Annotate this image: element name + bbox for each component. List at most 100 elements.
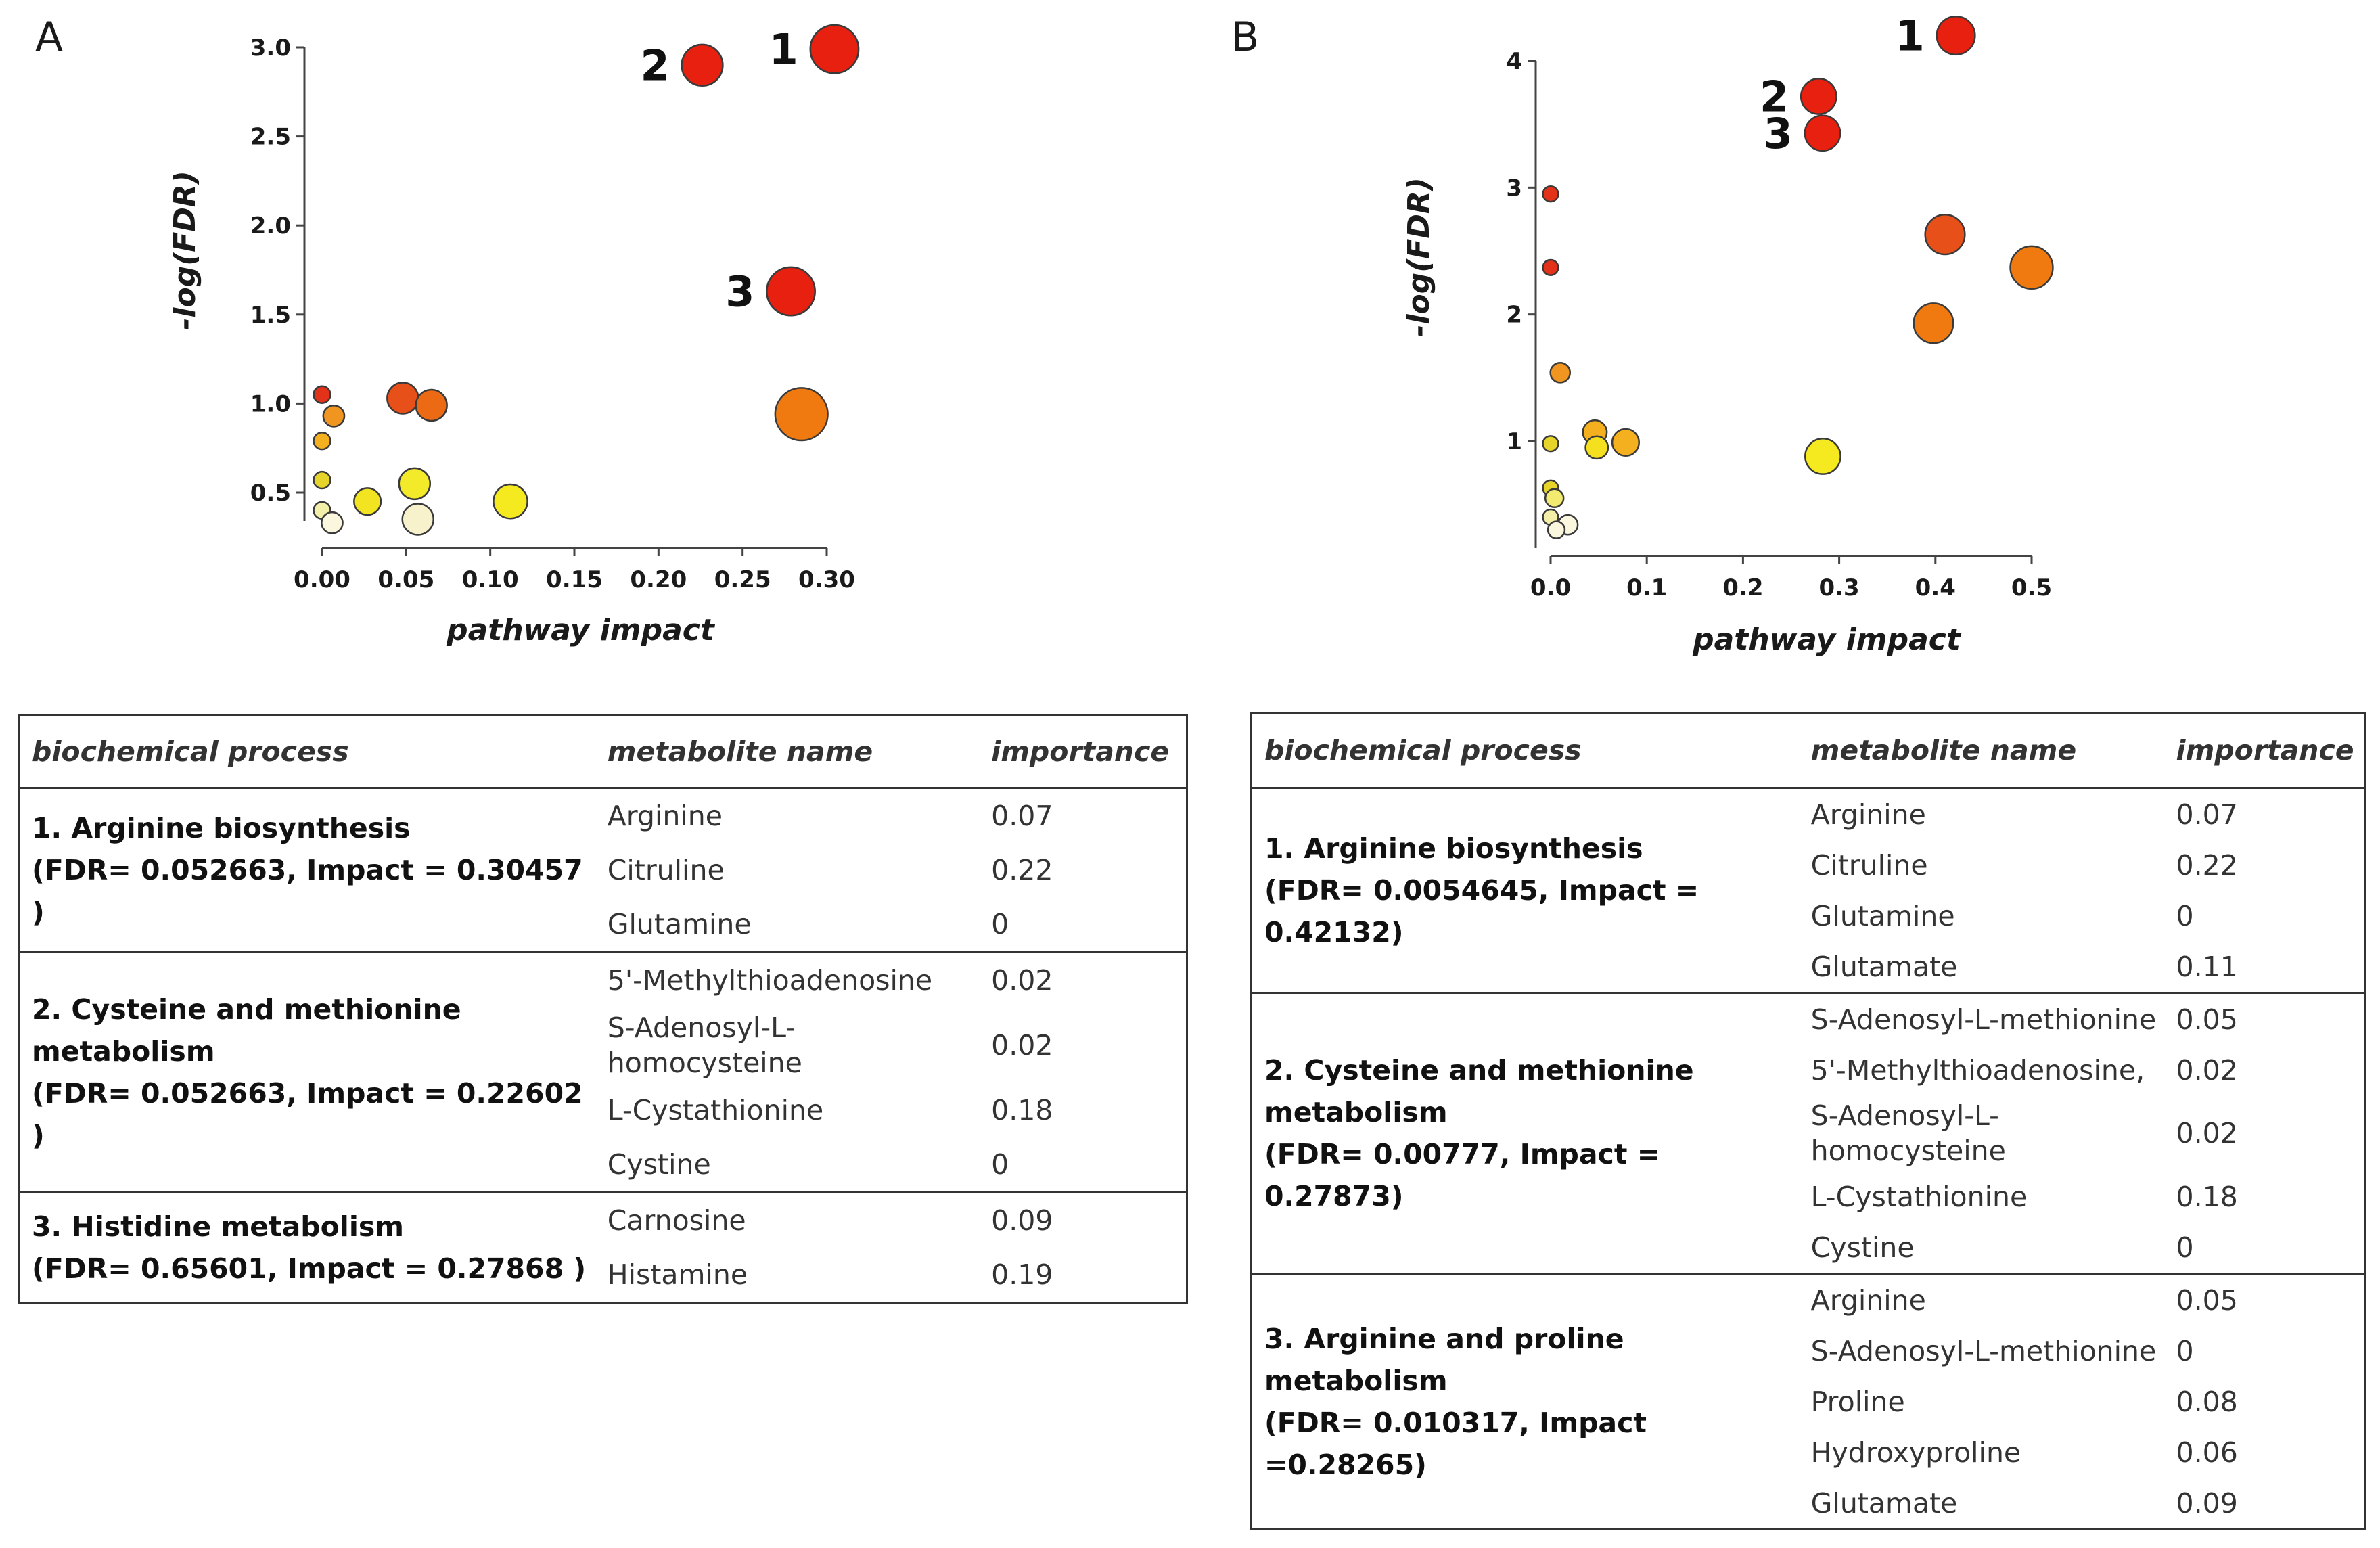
process-name: 2. Cysteine and methionine metabolism (32, 993, 461, 1068)
process-cell: 3. Histidine metabolism (FDR= 0.65601, Im… (19, 1193, 595, 1303)
y-tick-label: 3 (1506, 175, 1522, 202)
process-stats: (FDR= 0.65601, Impact = 0.27868 ) (32, 1252, 587, 1285)
table-row: Cystine 0 (1252, 1222, 2366, 1275)
table-b: biochemical process metabolite name import… (1250, 712, 2366, 1530)
process-stats: (FDR= 0.052663, Impact = 0.30457 ) (32, 854, 583, 928)
y-tick-label: 1 (1506, 428, 1522, 455)
data-point (1936, 15, 1976, 56)
data-point (353, 487, 382, 516)
data-point (313, 431, 331, 451)
importance-cell: 0.18 (2176, 1180, 2238, 1213)
y-tick-label: 3.0 (250, 35, 291, 62)
table-row: Citruline 0.22 (1252, 840, 2366, 890)
metabolite-cell: 5'-Methylthioadenosine, (1810, 1053, 2145, 1087)
table-a: biochemical process metabolite name import… (18, 714, 1188, 1304)
data-point (774, 387, 829, 442)
process-name: 3. Arginine and proline metabolism (1264, 1322, 1624, 1397)
metabolite-cell: Cystine (595, 1137, 980, 1193)
column-header: importance (979, 715, 1187, 789)
importance-cell: 0.18 (991, 1094, 1053, 1126)
importance-cell: 0 (2164, 1222, 2366, 1275)
importance-cell: 0.02 (2176, 1053, 2238, 1087)
metabolite-cell: S-Adenosyl-L-methionine (1810, 1334, 2157, 1367)
process-stats: (FDR= 0.052663, Impact = 0.22602 ) (32, 1077, 583, 1152)
data-point (313, 385, 331, 404)
data-point (1549, 362, 1572, 384)
table-row: 3. Arginine and proline metabolism (FDR= … (1252, 1274, 2366, 1481)
data-point (1804, 114, 1841, 152)
importance-cell: 0.02 (991, 964, 1053, 997)
table-row: L-Cystathionine 0.18 (1252, 1171, 2366, 1222)
data-point (1913, 302, 1954, 344)
process-name: 1. Arginine biosynthesis (32, 812, 411, 844)
table-row: 2. Cysteine and methionine metabolism (FD… (1251, 993, 2366, 1275)
data-point (313, 470, 331, 490)
metabolite-cell: S-Adenosyl-L-methionine (1810, 1003, 2157, 1036)
x-tick-label: 0.0 (1530, 574, 1571, 601)
metabolite-cell: Arginine (1810, 798, 1926, 831)
importance-cell: 0.05 (2176, 1283, 2238, 1317)
table-row: 1. Arginine biosynthesis (FDR= 0.052663, … (18, 788, 1187, 953)
importance-cell: 0.07 (991, 800, 1053, 832)
data-point (1804, 438, 1841, 475)
x-tick-label: 0.30 (798, 566, 855, 593)
metabolite-cell: S-Adenosyl-L-homocysteine (1810, 1099, 2006, 1167)
table-row: S-Adenosyl-L-homocysteine 0.02 (1252, 1095, 2366, 1171)
column-header: importance (2164, 712, 2366, 789)
process-cell: 1. Arginine biosynthesis (FDR= 0.0054645,… (1251, 788, 1799, 994)
point-label: 3 (725, 267, 754, 317)
x-tick-label: 0.25 (714, 566, 771, 593)
x-tick-label: 0.15 (546, 566, 603, 593)
importance-cell: 0.06 (2176, 1436, 2238, 1469)
importance-cell: 0 (979, 897, 1187, 953)
data-point (1542, 258, 1559, 276)
table-row: 2. Cysteine and methionine metabolism (FD… (18, 952, 1187, 1193)
x-tick-label: 0.00 (294, 566, 350, 593)
table-row: Glutamate 0.09 (1252, 1478, 2366, 1530)
data-point (1544, 488, 1565, 509)
importance-cell: 0.07 (2176, 798, 2238, 831)
x-axis-title: pathway impact (446, 613, 716, 647)
y-tick-label: 0.5 (250, 480, 291, 507)
metabolite-cell: Glutamate (1810, 1486, 1958, 1520)
metabolite-cell: Glutamate (1798, 941, 2164, 994)
x-axis-title: pathway impact (1692, 622, 1962, 657)
point-label: 1 (1896, 12, 1925, 61)
metabolite-cell: Carnosine (607, 1204, 746, 1237)
y-axis-title: -log(FDR) (168, 170, 202, 330)
point-label: 1 (769, 25, 798, 74)
metabolite-cell: Cystine (1798, 1222, 2164, 1275)
table-header-row: biochemical process metabolite name import… (18, 715, 1187, 789)
data-point (386, 382, 419, 415)
x-tick-label: 0.1 (1626, 574, 1667, 601)
metabolite-cell: S-Adenosyl-L-homocysteine (607, 1011, 802, 1079)
process-stats: (FDR= 0.0054645, Impact = 0.42132) (1264, 874, 1699, 949)
importance-cell: 0.09 (2176, 1486, 2238, 1520)
data-point (681, 43, 724, 87)
point-label: 2 (1760, 72, 1789, 121)
metabolite-cell: Glutamine (595, 897, 980, 953)
chart-a-group: 0.5 1.0 1.5 2.0 2.5 3.0 0.00 0.05 0.10 0.15 0.20 0.… (168, 24, 860, 647)
x-tick-label: 0.3 (1818, 574, 1859, 601)
column-header: metabolite name (595, 715, 980, 789)
importance-cell: 0.11 (2164, 941, 2366, 994)
data-point (809, 24, 860, 74)
x-tick-label: 0.20 (630, 566, 687, 593)
process-stats: (FDR= 0.00777, Impact = 0.27873) (1264, 1138, 1661, 1212)
process-name: 1. Arginine biosynthesis (1264, 832, 1643, 865)
process-name: 3. Histidine metabolism (32, 1210, 405, 1243)
table-row: 5'-Methylthioadenosine, 0.02 (1252, 1045, 2366, 1095)
importance-cell: 0.22 (991, 854, 1053, 886)
table-row: Glutamine 0 (19, 897, 1187, 953)
metabolite-cell: Arginine (607, 800, 723, 832)
table-row: Histamine 0.19 (19, 1248, 1187, 1303)
metabolite-cell: Citruline (1810, 848, 1928, 882)
table-row: Glutamate 0.11 (1252, 941, 2366, 994)
importance-cell: 0.05 (2176, 1003, 2238, 1036)
metabolite-cell: Glutamine (1810, 899, 1955, 932)
x-tick-label: 0.2 (1722, 574, 1763, 601)
metabolite-cell: L-Cystathionine (607, 1094, 824, 1126)
table-row: Hydroxyproline 0.06 (1252, 1427, 2366, 1478)
table-row: Citruline 0.22 (19, 843, 1187, 897)
metabolite-cell: Hydroxyproline (1810, 1436, 2021, 1469)
